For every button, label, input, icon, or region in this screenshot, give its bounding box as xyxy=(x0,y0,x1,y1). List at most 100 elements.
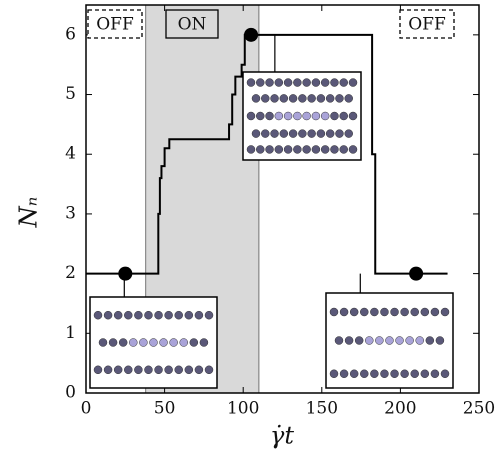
atom xyxy=(279,94,289,103)
atom xyxy=(134,365,143,375)
atom xyxy=(184,365,194,375)
atom xyxy=(103,310,113,320)
atom xyxy=(118,338,128,347)
atom xyxy=(113,310,123,320)
y-tick-label: 6 xyxy=(65,24,76,44)
atom xyxy=(320,111,330,121)
atom xyxy=(440,307,450,317)
atom xyxy=(348,111,358,121)
atom xyxy=(440,369,450,378)
atom xyxy=(293,78,302,87)
atom xyxy=(325,129,335,138)
atom xyxy=(320,78,330,87)
atom xyxy=(420,307,430,317)
atom xyxy=(279,129,289,138)
atom xyxy=(246,78,256,87)
atom xyxy=(246,111,256,121)
atom xyxy=(139,338,148,347)
y-tick-label: 0 xyxy=(65,383,76,403)
x-tick-label: 250 xyxy=(463,399,495,419)
y-tick-label: 5 xyxy=(65,84,76,104)
atom xyxy=(435,336,445,345)
atom xyxy=(283,111,293,121)
atom xyxy=(335,129,344,138)
y-tick-label: 3 xyxy=(65,203,76,223)
atom xyxy=(108,338,118,347)
atom xyxy=(261,94,270,103)
atom xyxy=(405,336,414,345)
atom xyxy=(360,369,369,378)
atom xyxy=(425,336,435,345)
atom xyxy=(311,145,321,154)
atom xyxy=(390,369,399,378)
atom xyxy=(283,78,293,87)
atom xyxy=(159,338,168,347)
atom xyxy=(164,365,173,375)
atom xyxy=(270,94,279,103)
y-axis-label: Nₙ xyxy=(15,197,43,229)
y-tick-label: 2 xyxy=(65,263,76,283)
atom xyxy=(339,111,348,121)
annotation-box xyxy=(87,9,143,39)
atom xyxy=(316,94,326,103)
atom xyxy=(344,129,353,138)
atom xyxy=(410,369,419,378)
inset xyxy=(242,34,362,161)
atom xyxy=(380,307,389,317)
atom xyxy=(154,310,163,320)
atom xyxy=(204,365,214,375)
atom xyxy=(360,307,369,317)
x-tick-label: 150 xyxy=(306,399,338,419)
atom xyxy=(302,78,311,87)
atom xyxy=(93,310,103,320)
atom xyxy=(144,310,153,320)
atom xyxy=(164,310,173,320)
atom xyxy=(270,129,279,138)
atom xyxy=(344,336,354,345)
atom xyxy=(199,338,209,347)
atom xyxy=(329,369,339,378)
atom xyxy=(246,145,256,154)
atom xyxy=(349,369,359,378)
atom xyxy=(288,94,298,103)
atom xyxy=(124,365,133,375)
atom xyxy=(298,129,307,138)
atom xyxy=(390,307,399,317)
atom xyxy=(339,145,348,154)
y-tick-label: 4 xyxy=(65,144,76,164)
atom xyxy=(307,94,316,103)
atom xyxy=(293,111,302,121)
x-axis-label: γ̇t xyxy=(270,422,294,450)
atom xyxy=(348,78,358,87)
atom xyxy=(265,145,274,154)
atom xyxy=(251,94,261,103)
x-tick-label: 200 xyxy=(384,399,416,419)
x-tick-label: 50 xyxy=(154,399,176,419)
step-line xyxy=(86,33,448,275)
atom xyxy=(293,145,302,154)
atom xyxy=(316,129,326,138)
atom xyxy=(311,111,321,121)
atom xyxy=(330,111,339,121)
atom xyxy=(395,336,404,345)
atom xyxy=(311,78,321,87)
atom xyxy=(344,94,353,103)
atom xyxy=(113,365,123,375)
atom xyxy=(124,310,133,320)
atom xyxy=(335,94,344,103)
marker xyxy=(409,266,424,281)
atom xyxy=(98,338,108,347)
x-tick-label: 100 xyxy=(227,399,259,419)
atom xyxy=(370,369,379,378)
marker xyxy=(244,27,259,42)
atom xyxy=(261,129,270,138)
inset xyxy=(89,273,218,389)
atom xyxy=(302,145,311,154)
atom xyxy=(288,129,298,138)
atom xyxy=(179,338,188,347)
atom xyxy=(339,369,349,378)
atom xyxy=(256,145,265,154)
atom xyxy=(298,94,307,103)
atom xyxy=(194,365,204,375)
